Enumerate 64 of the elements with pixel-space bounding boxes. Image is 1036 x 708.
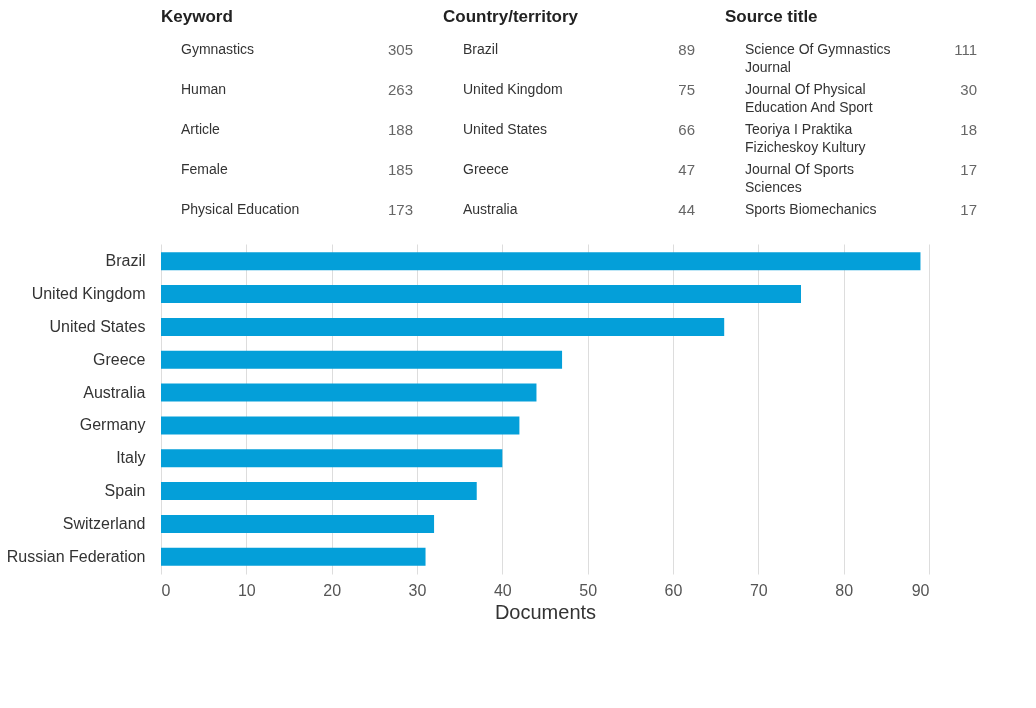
category-label: Journal Of Physical Education And Sport xyxy=(745,81,873,115)
data-label: 173 xyxy=(387,201,413,218)
category-label: Teoriya I Praktika Fizicheskoy Kultury xyxy=(745,121,866,155)
y-tick-label: Brazil xyxy=(105,252,146,270)
x-tick-label: 0 xyxy=(161,581,171,599)
x-tick-label: 90 xyxy=(911,581,930,599)
text: Country/territory xyxy=(443,7,579,26)
bar xyxy=(161,482,477,501)
x-tick-label: 20 xyxy=(323,581,342,599)
category-label: Australia xyxy=(463,201,518,217)
y-tick-label: Spain xyxy=(104,482,146,500)
data-label: 111 xyxy=(954,41,977,58)
x-tick-label: 70 xyxy=(749,581,768,599)
category-label: Science Of Gymnastics Journal xyxy=(745,41,891,75)
category-label: United States xyxy=(463,121,548,137)
category-label: Journal Of Sports Sciences xyxy=(745,161,854,195)
bar xyxy=(161,449,503,468)
category-label: Greece xyxy=(463,161,510,177)
bar xyxy=(161,547,426,566)
y-tick-label: Russian Federation xyxy=(6,547,146,565)
data-label: 17 xyxy=(960,161,977,178)
data-label: 75 xyxy=(678,81,695,98)
category-label: Female xyxy=(181,161,228,177)
x-axis-title: Documents xyxy=(494,600,597,623)
x-tick-label: 30 xyxy=(408,581,427,599)
category-label: Gymnastics xyxy=(181,41,255,57)
data-label: 44 xyxy=(678,201,695,218)
category-label: Sports Biomechanics xyxy=(745,201,877,217)
bar xyxy=(161,514,435,533)
x-tick-label: 60 xyxy=(664,581,683,599)
data-label: 185 xyxy=(387,161,413,178)
text: Keyword xyxy=(161,7,233,26)
category-label: Brazil xyxy=(463,41,499,57)
data-label: 66 xyxy=(678,121,695,138)
y-tick-label: Switzerland xyxy=(62,514,146,532)
category-label: Physical Education xyxy=(181,201,300,217)
bar xyxy=(161,416,520,435)
y-tick-label: Germany xyxy=(79,416,146,434)
bar xyxy=(161,383,537,402)
text: Source title xyxy=(725,7,818,26)
y-tick-label: United States xyxy=(49,317,146,335)
category-label: Human xyxy=(181,81,227,97)
data-label: 263 xyxy=(387,81,413,98)
data-label: 17 xyxy=(960,201,977,218)
bar xyxy=(161,252,921,271)
y-tick-label: United Kingdom xyxy=(31,285,146,303)
data-label: 89 xyxy=(678,41,695,58)
y-tick-label: Greece xyxy=(93,350,146,368)
data-label: 305 xyxy=(387,41,413,58)
y-tick-label: Australia xyxy=(83,383,146,401)
bar xyxy=(161,317,725,336)
x-tick-label: 10 xyxy=(237,581,256,599)
x-tick-label: 50 xyxy=(579,581,598,599)
bar xyxy=(161,285,801,304)
data-label: 188 xyxy=(387,121,413,138)
category-label: Article xyxy=(181,121,221,137)
data-label: 30 xyxy=(960,81,977,98)
bar xyxy=(161,350,563,369)
data-label: 18 xyxy=(960,121,977,138)
x-tick-label: 80 xyxy=(835,581,854,599)
data-label: 47 xyxy=(678,161,695,178)
category-label: United Kingdom xyxy=(463,81,563,97)
x-tick-label: 40 xyxy=(493,581,512,599)
y-tick-label: Italy xyxy=(116,449,146,467)
